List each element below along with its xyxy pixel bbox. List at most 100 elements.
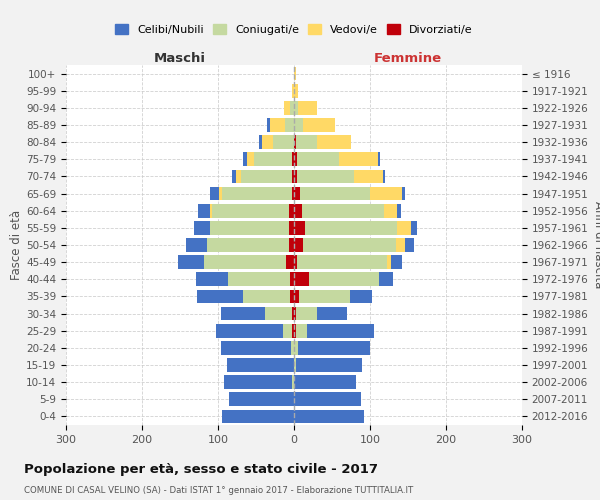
Bar: [379, 152, 380, 166]
Bar: [243, 152, 247, 166]
Text: COMUNE DI CASAL VELINO (SA) - Dati ISTAT 1° gennaio 2017 - Elaborazione TUTTITAL: COMUNE DI CASAL VELINO (SA) - Dati ISTAT…: [24, 486, 413, 495]
Bar: [269, 118, 285, 132]
Bar: [294, 221, 305, 234]
Bar: [205, 256, 286, 269]
Bar: [294, 186, 300, 200]
Bar: [209, 221, 289, 234]
Bar: [243, 290, 290, 304]
Bar: [292, 152, 294, 166]
Bar: [217, 324, 283, 338]
Bar: [292, 186, 294, 200]
Bar: [296, 136, 317, 149]
Bar: [219, 186, 222, 200]
Bar: [294, 324, 296, 338]
Bar: [303, 238, 396, 252]
Bar: [221, 341, 291, 354]
Bar: [294, 290, 299, 304]
Bar: [296, 306, 317, 320]
Y-axis label: Anni di nascita: Anni di nascita: [592, 202, 600, 288]
Bar: [294, 136, 296, 149]
Bar: [289, 204, 294, 218]
Bar: [268, 118, 269, 132]
Bar: [284, 101, 290, 114]
Bar: [292, 376, 294, 389]
Bar: [296, 324, 307, 338]
Bar: [379, 272, 393, 286]
Bar: [391, 256, 402, 269]
Bar: [299, 290, 350, 304]
Bar: [294, 238, 303, 252]
Bar: [285, 118, 294, 132]
Bar: [222, 186, 292, 200]
Bar: [290, 272, 294, 286]
Bar: [208, 238, 289, 252]
Bar: [294, 170, 297, 183]
Bar: [289, 238, 294, 252]
Bar: [259, 136, 262, 149]
Bar: [294, 204, 302, 218]
Bar: [232, 170, 236, 183]
Bar: [294, 341, 298, 354]
Bar: [350, 290, 371, 304]
Bar: [211, 204, 212, 218]
Bar: [294, 358, 296, 372]
Bar: [194, 221, 209, 234]
Bar: [291, 341, 294, 354]
Bar: [402, 186, 405, 200]
Bar: [396, 238, 405, 252]
Bar: [297, 152, 339, 166]
Bar: [221, 306, 265, 320]
Bar: [298, 101, 317, 114]
Bar: [383, 170, 385, 183]
Bar: [294, 306, 296, 320]
Bar: [265, 306, 292, 320]
Bar: [292, 324, 294, 338]
Bar: [247, 152, 254, 166]
Bar: [262, 136, 273, 149]
Text: Maschi: Maschi: [154, 52, 206, 65]
Bar: [296, 358, 362, 372]
Bar: [307, 324, 374, 338]
Bar: [227, 358, 294, 372]
Bar: [317, 136, 351, 149]
Bar: [297, 256, 387, 269]
Bar: [397, 221, 411, 234]
Bar: [198, 204, 211, 218]
Text: Femmine: Femmine: [374, 52, 442, 65]
Bar: [290, 101, 294, 114]
Bar: [294, 101, 298, 114]
Bar: [298, 341, 370, 354]
Bar: [294, 392, 361, 406]
Bar: [292, 84, 294, 98]
Bar: [317, 306, 347, 320]
Bar: [397, 204, 401, 218]
Bar: [294, 272, 309, 286]
Bar: [286, 256, 294, 269]
Bar: [222, 410, 294, 424]
Bar: [290, 290, 294, 304]
Bar: [289, 221, 294, 234]
Bar: [186, 238, 208, 252]
Bar: [297, 170, 354, 183]
Text: Popolazione per età, sesso e stato civile - 2017: Popolazione per età, sesso e stato civil…: [24, 462, 378, 475]
Bar: [236, 170, 241, 183]
Bar: [273, 136, 294, 149]
Bar: [370, 186, 402, 200]
Bar: [294, 66, 296, 80]
Bar: [254, 152, 292, 166]
Bar: [383, 204, 397, 218]
Bar: [294, 376, 356, 389]
Bar: [212, 204, 289, 218]
Bar: [354, 170, 383, 183]
Bar: [197, 290, 243, 304]
Bar: [292, 306, 294, 320]
Bar: [241, 170, 292, 183]
Bar: [283, 324, 292, 338]
Bar: [305, 221, 397, 234]
Bar: [224, 376, 292, 389]
Legend: Celibi/Nubili, Coniugati/e, Vedovi/e, Divorziati/e: Celibi/Nubili, Coniugati/e, Vedovi/e, Di…: [115, 24, 473, 34]
Bar: [294, 256, 297, 269]
Bar: [387, 256, 391, 269]
Bar: [303, 118, 335, 132]
Bar: [196, 272, 228, 286]
